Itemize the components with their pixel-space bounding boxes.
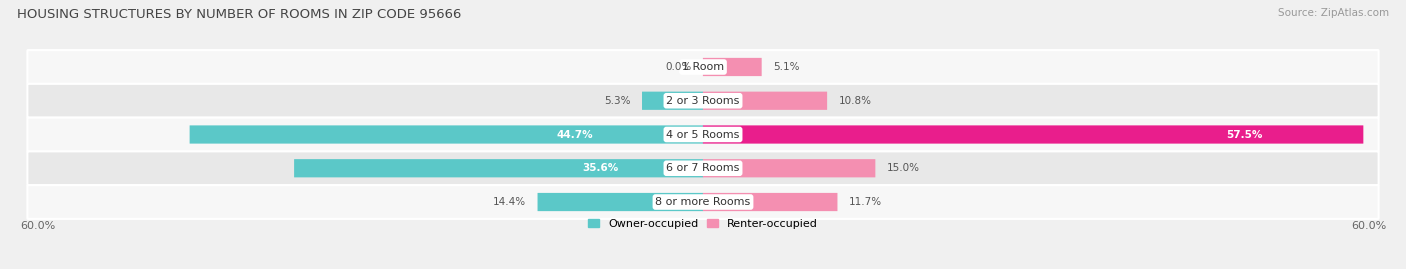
Text: 11.7%: 11.7% [849, 197, 882, 207]
FancyBboxPatch shape [703, 193, 838, 211]
Legend: Owner-occupied, Renter-occupied: Owner-occupied, Renter-occupied [588, 219, 818, 229]
Text: 6 or 7 Rooms: 6 or 7 Rooms [666, 163, 740, 173]
FancyBboxPatch shape [703, 92, 827, 110]
Text: Source: ZipAtlas.com: Source: ZipAtlas.com [1278, 8, 1389, 18]
FancyBboxPatch shape [27, 185, 1379, 219]
Text: 60.0%: 60.0% [1351, 221, 1386, 231]
Text: 5.1%: 5.1% [773, 62, 800, 72]
FancyBboxPatch shape [703, 159, 876, 177]
Text: 35.6%: 35.6% [582, 163, 619, 173]
Text: HOUSING STRUCTURES BY NUMBER OF ROOMS IN ZIP CODE 95666: HOUSING STRUCTURES BY NUMBER OF ROOMS IN… [17, 8, 461, 21]
FancyBboxPatch shape [294, 159, 703, 177]
Text: 60.0%: 60.0% [20, 221, 55, 231]
FancyBboxPatch shape [27, 50, 1379, 84]
Text: 8 or more Rooms: 8 or more Rooms [655, 197, 751, 207]
FancyBboxPatch shape [27, 118, 1379, 151]
FancyBboxPatch shape [537, 193, 703, 211]
FancyBboxPatch shape [27, 151, 1379, 185]
Text: 15.0%: 15.0% [887, 163, 920, 173]
Text: 0.0%: 0.0% [665, 62, 692, 72]
FancyBboxPatch shape [643, 92, 703, 110]
Text: 4 or 5 Rooms: 4 or 5 Rooms [666, 129, 740, 140]
Text: 44.7%: 44.7% [557, 129, 593, 140]
Text: 10.8%: 10.8% [838, 96, 872, 106]
FancyBboxPatch shape [190, 125, 703, 144]
Text: 5.3%: 5.3% [605, 96, 631, 106]
FancyBboxPatch shape [703, 125, 1364, 144]
FancyBboxPatch shape [703, 58, 762, 76]
Text: 57.5%: 57.5% [1226, 129, 1263, 140]
Text: 2 or 3 Rooms: 2 or 3 Rooms [666, 96, 740, 106]
Text: 1 Room: 1 Room [682, 62, 724, 72]
FancyBboxPatch shape [27, 84, 1379, 118]
Text: 14.4%: 14.4% [494, 197, 526, 207]
